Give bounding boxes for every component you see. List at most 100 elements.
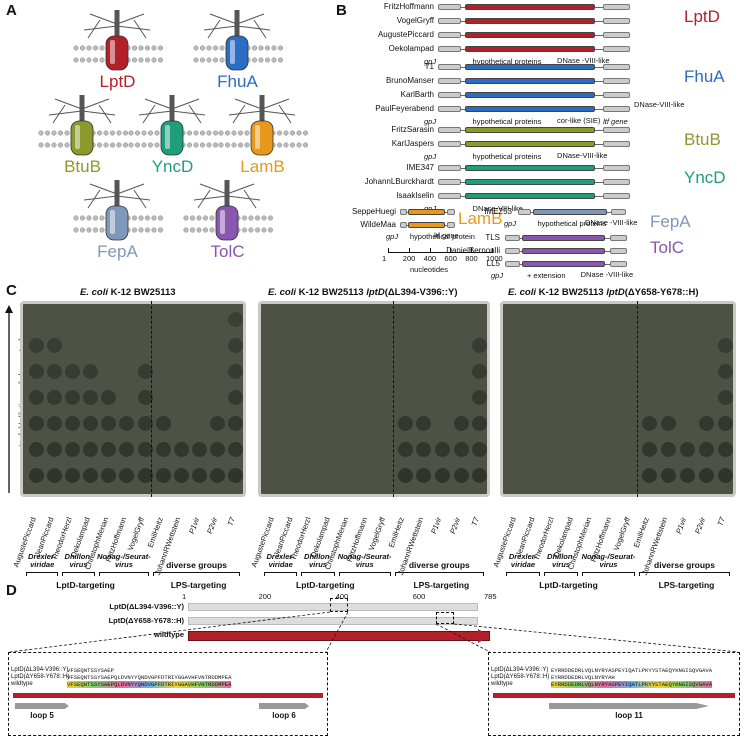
scale-bar: 1 200 400 600 800 1000 nucleotides <box>382 248 508 278</box>
plaque-spot <box>228 468 244 483</box>
phage-name: PaulFeyerabend <box>375 104 434 113</box>
zoom-connectors <box>9 611 739 653</box>
genome-map-panel: FritzHoffmann VogelGryff AugustePiccard Oek… <box>330 0 744 282</box>
plaque-spot <box>434 468 450 483</box>
protein-track-label: LptD(ΔY658-Y678::H) <box>108 616 184 625</box>
protein-track <box>188 617 478 625</box>
dnase-gene <box>610 209 626 215</box>
agar-plate <box>20 301 246 497</box>
alignment-row-label: wildtype <box>11 681 33 687</box>
receptor-group-label: LptD <box>684 7 720 26</box>
plaque-spot <box>453 468 469 483</box>
plaque-spot <box>718 364 733 379</box>
plaque-spot <box>137 442 153 457</box>
gene-note: DNase-VIII-like <box>634 100 685 109</box>
receptor-yncd: YncD <box>125 95 220 185</box>
phage-column-label: P1vir <box>674 515 689 536</box>
plaque-spot <box>155 442 171 457</box>
receptor-btub: BtuB <box>35 95 130 185</box>
plaque-spot <box>192 468 208 483</box>
loop-bar <box>259 703 309 709</box>
plaque-spot <box>28 364 44 379</box>
family-bracket <box>264 572 298 576</box>
dnase-gene <box>603 106 630 112</box>
gpj-note: gpJ <box>424 204 436 213</box>
family-bracket <box>98 572 150 576</box>
plaque-spot <box>699 468 714 483</box>
plaque-spot <box>64 390 80 405</box>
plaque-spot <box>173 468 189 483</box>
receptor-gene <box>464 78 596 84</box>
plaque-spot <box>661 442 676 457</box>
plaque-spot <box>472 364 488 379</box>
plaque-spot <box>119 468 135 483</box>
phage-name: IsaakIselin <box>396 191 434 200</box>
receptor-lptd: LptD <box>70 10 165 100</box>
gene-name: lptD <box>606 287 625 298</box>
receptor-tolc: TolC <box>180 180 275 270</box>
mutation-name: (ΔY658-Y678::H) <box>624 287 699 298</box>
receptor-label: LamB <box>240 157 285 176</box>
plaque-spot <box>718 442 733 457</box>
plaque-spot <box>416 416 432 431</box>
phage-name: BrunoManser <box>385 76 434 85</box>
plaque-spot <box>699 416 714 431</box>
receptor-fhua: FhuA <box>190 10 285 100</box>
phage-column-label: P2vir <box>693 515 708 536</box>
plaque-spot <box>155 468 171 483</box>
plaque-spot <box>228 442 244 457</box>
family-label: Nonag-/Seurat- virus <box>97 552 151 569</box>
residue-tick-label: 1 <box>182 592 187 601</box>
gpj-gene <box>505 261 520 267</box>
agar-plate <box>258 301 490 497</box>
phage-name: FritzSarasin <box>391 125 434 134</box>
gpj-gene <box>505 248 520 254</box>
plaque-spot <box>64 416 80 431</box>
receptor-gene <box>464 18 596 24</box>
gene-note: hypothetical proteins <box>472 152 542 161</box>
gpj-gene <box>400 222 407 228</box>
family-bracket <box>639 572 730 576</box>
alignment-row-label: LptD(ΔL394-V396::Y) <box>491 667 549 673</box>
protein-alignment-panel: 1 200 400 600 785 LptD(ΔL394-V396::Y) LptD(ΔY6… <box>0 590 744 737</box>
phage-column-label: T7 <box>225 515 238 528</box>
receptor-cartoon-panel: LptD FhuA BtuB YncD LamB FepA TolC <box>15 10 315 280</box>
plaque-spot <box>453 442 469 457</box>
phage-name: IME253 <box>484 207 512 216</box>
species-name: E. coli <box>268 287 296 298</box>
family-label: Drexler- viridae <box>27 552 57 569</box>
gpj-gene <box>438 4 462 10</box>
panel-a-label: A <box>6 2 17 19</box>
alignment-sequence: EYRRDDEDRLVQLNYRYASPEYIQATLPKYYSTAEQYKNG… <box>551 667 713 674</box>
plaque-spot <box>137 468 153 483</box>
phage-column-label: P2vir <box>204 515 219 536</box>
alignment-sequence: EYRRDDEDRLVQLNYRYAH <box>551 674 615 681</box>
receptor-gene <box>522 235 606 241</box>
plaque-spot <box>642 468 657 483</box>
phage-column-label: P1vir <box>186 515 201 536</box>
group-divider <box>151 301 153 497</box>
receptor-gene <box>464 179 596 185</box>
gene-note: DNase -VIII-like <box>557 56 610 65</box>
dnase-gene <box>603 18 630 24</box>
scale-tick <box>408 248 410 253</box>
panel-d-label: D <box>6 582 17 599</box>
dnase-gene <box>609 261 627 267</box>
plaque-spot <box>397 416 413 431</box>
gpj-gene <box>438 46 462 52</box>
dnase-gene <box>603 64 630 70</box>
receptor-group-label: TolC <box>650 238 685 257</box>
plaque-spot <box>28 416 44 431</box>
mutation-name: (ΔL394-V396::Y) <box>384 287 458 298</box>
family-label: Dhillon- virus <box>547 552 575 569</box>
phage-name: TLS <box>485 233 500 242</box>
dnase-gene <box>609 248 627 254</box>
plaque-spot <box>28 338 44 353</box>
receptor-label: BtuB <box>64 157 101 176</box>
plaque-spot <box>101 442 117 457</box>
phage-name: KarlBarth <box>400 90 434 99</box>
gene-note: ltf gene <box>603 117 628 126</box>
receptor-label: LptD <box>99 72 136 91</box>
phage-column-label: T7 <box>715 515 727 528</box>
family-label: Nonag-/Seurat- virus <box>581 552 636 569</box>
